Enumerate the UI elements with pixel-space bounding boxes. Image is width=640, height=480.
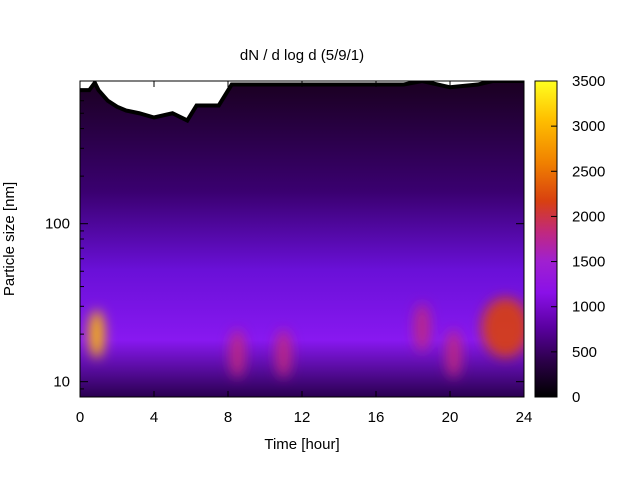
heatmap-peak [414,303,431,352]
colorbar-tick-label: 2500 [572,163,605,180]
heatmap-peak [275,329,292,378]
heatmap-area [80,81,524,397]
colorbar-tick-label: 1500 [572,254,605,271]
heatmap-peak [88,310,105,359]
colorbar-tick-label: 3500 [572,73,605,90]
upper-limit-mask [80,81,524,121]
x-tick-label: 12 [294,409,311,426]
upper-limit-edge [80,81,524,124]
x-axis-title: Time [hour] [264,436,339,453]
y-tick-label: 10 [53,374,70,391]
x-tick-label: 0 [76,409,84,426]
heatmap-blobs [88,297,524,378]
colorbar-tick-label: 1000 [572,299,605,316]
x-axis-ticks: 0 4 8 12 16 20 24 [76,81,533,426]
x-tick-label: 20 [442,409,459,426]
colorbar-tick-label: 0 [572,389,580,406]
colorbar-tick-label: 3000 [572,118,605,135]
colorbar [534,80,558,398]
y-axis-ticks: 10 100 [45,80,524,398]
y-tick-label: 100 [45,216,70,233]
x-tick-label: 16 [368,409,385,426]
chart-title: dN / d log d (5/9/1) [240,47,364,64]
x-tick-label: 24 [516,409,533,426]
colorbar-tick-label: 2000 [572,208,605,225]
colorbar-tick-label: 500 [572,344,597,361]
heatmap-peak [229,329,246,378]
x-tick-label: 8 [224,409,232,426]
colorbar-ticks: 0 500 1000 1500 2000 2500 3000 3500 [551,73,605,406]
y-axis-title: Particle size [nm] [1,182,18,296]
heatmap-peak [481,297,524,358]
heatmap-peak [445,329,462,378]
x-tick-label: 4 [150,409,158,426]
